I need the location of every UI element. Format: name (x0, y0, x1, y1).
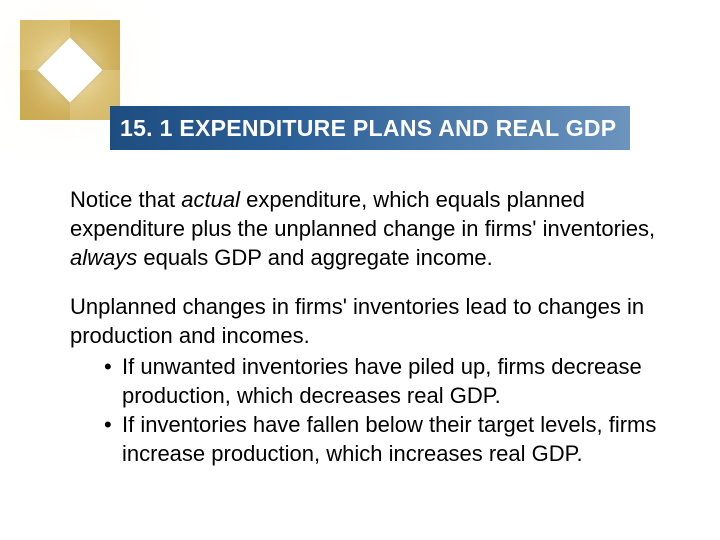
bullet-dot: • (104, 352, 122, 410)
p1-em1: actual (181, 187, 240, 212)
corner-logo (20, 20, 120, 120)
paragraph-1: Notice that actual expenditure, which eq… (70, 185, 660, 272)
p1-suffix: equals GDP and aggregate income. (137, 245, 493, 270)
section-title-text: 15. 1 EXPENDITURE PLANS AND REAL GDP (120, 115, 616, 142)
p1-prefix: Notice that (70, 187, 181, 212)
p2-text: Unplanned changes in firms' inventories … (70, 294, 644, 348)
slide: 15. 1 EXPENDITURE PLANS AND REAL GDP Not… (0, 0, 720, 540)
list-item: • If unwanted inventories have piled up,… (104, 352, 660, 410)
paragraph-2: Unplanned changes in firms' inventories … (70, 292, 660, 350)
list-item: • If inventories have fallen below their… (104, 410, 660, 468)
bullet-text: If inventories have fallen below their t… (122, 410, 660, 468)
section-title-bar: 15. 1 EXPENDITURE PLANS AND REAL GDP (110, 106, 630, 150)
p1-em2: always (70, 245, 137, 270)
body-content: Notice that actual expenditure, which eq… (70, 185, 660, 468)
bullet-text: If unwanted inventories have piled up, f… (122, 352, 660, 410)
bullet-dot: • (104, 410, 122, 468)
bullet-list: • If unwanted inventories have piled up,… (104, 352, 660, 468)
